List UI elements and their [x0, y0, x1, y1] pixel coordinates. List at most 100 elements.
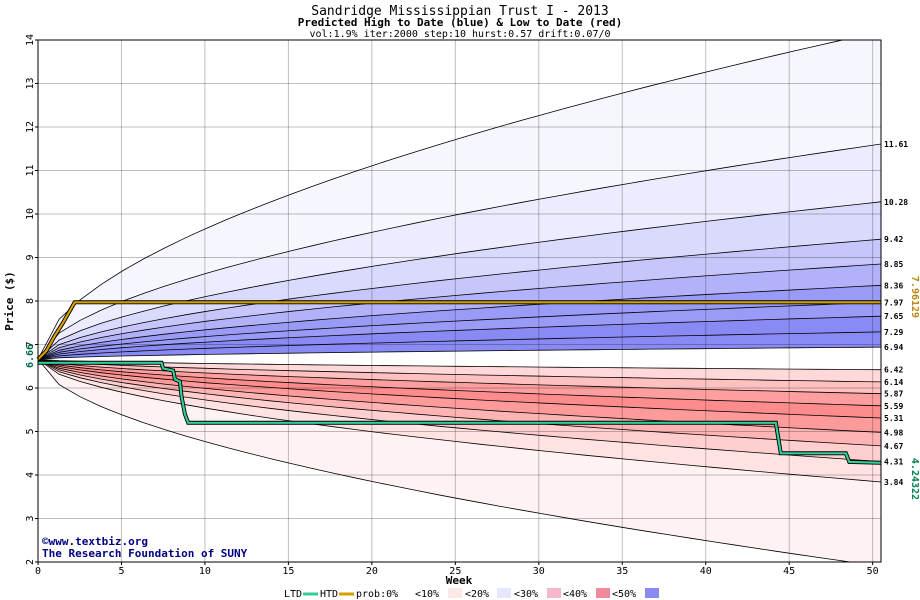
- end-labels: 6.94 7.29 7.65 7.97 8.36 8.85 9.42 10.28 11.61 6.…: [884, 140, 908, 487]
- x-tick-label: 0: [35, 566, 41, 577]
- curve-end-label: 6.42: [884, 366, 903, 375]
- ltd-end-label: 4.24322: [909, 458, 920, 500]
- lower-band-0: [38, 359, 881, 370]
- legend-label-prob: prob:0%: [356, 589, 398, 600]
- plot-area: [38, 40, 881, 562]
- curve-end-label: 11.61: [884, 140, 908, 149]
- curve-end-label: 7.65: [884, 312, 903, 321]
- curve-end-label: 3.84: [884, 478, 903, 487]
- curve-end-label: 7.29: [884, 328, 903, 337]
- chart-title: Sandridge Mississippian Trust I - 2013: [311, 4, 608, 19]
- legend-label-30: <30%: [514, 589, 538, 600]
- lower-band-7: [38, 359, 881, 462]
- data-series: [36, 300, 882, 465]
- lower-band-1: [38, 359, 881, 382]
- x-axis: 0 5 10 15 20 25 30 35 40 45 50: [35, 562, 879, 577]
- y-tick-label: 3: [25, 515, 36, 521]
- x-tick-label: 50: [867, 566, 879, 577]
- curve-end-label: 10.28: [884, 198, 908, 207]
- curve-end-label: 4.31: [884, 458, 903, 467]
- htd-series-line: [37, 301, 881, 361]
- y-tick-label: 10: [25, 208, 36, 220]
- y-tick-label: 9: [25, 254, 36, 260]
- upper-band-2: [38, 316, 881, 360]
- upper-band-5: [38, 264, 881, 360]
- upper-curve-1: [38, 331, 881, 360]
- legend-swatch-30: [547, 588, 561, 598]
- chart-params: vol:1.9% iter:2000 step:10 hurst:0.57 dr…: [309, 29, 610, 40]
- upper-band-3: [38, 302, 881, 360]
- y-axis-label: Price ($): [3, 271, 16, 331]
- upper-band-0: [38, 347, 881, 360]
- legend-label-50: <50%: [612, 589, 636, 600]
- legend-label-10: <10%: [415, 589, 439, 600]
- legend-label-20: <20%: [465, 589, 489, 600]
- x-tick-label: 30: [533, 566, 545, 577]
- upper-curve-6: [38, 238, 881, 360]
- legend-label-40: <40%: [563, 589, 587, 600]
- curve-end-label: 4.67: [884, 442, 903, 451]
- lower-band-2: [38, 359, 881, 394]
- x-axis-label: Week: [446, 574, 473, 587]
- legend-swatch-20: [497, 588, 511, 598]
- x-tick-label: 40: [700, 566, 712, 577]
- y-tick-label: 12: [25, 121, 36, 133]
- lower-curve-9: [38, 359, 853, 562]
- curve-end-label: 5.31: [884, 414, 903, 423]
- curve-end-label: 5.87: [884, 390, 903, 399]
- y-tick-label: 7: [25, 341, 36, 347]
- upper-band-6: [38, 239, 881, 360]
- y-tick-label: 11: [25, 164, 36, 176]
- upper-curve-5: [38, 263, 881, 360]
- curve-end-label: 9.42: [884, 235, 903, 244]
- lower-band-5: [38, 359, 881, 433]
- lower-curve-8: [38, 358, 881, 483]
- legend: LTD HTD prob:0% <10% <20% <30% <40% <50%: [284, 588, 659, 600]
- x-tick-label: 5: [118, 566, 124, 577]
- upper-curve-3: [38, 301, 881, 360]
- lower-curve-7: [38, 358, 881, 462]
- upper-curve-9: [38, 40, 845, 360]
- curve-end-label: 4.98: [884, 428, 903, 437]
- curve-end-label: 5.59: [884, 402, 903, 411]
- upper-band-1: [38, 331, 881, 360]
- curve-end-label: 8.36: [884, 281, 903, 290]
- lower-curve-6: [38, 358, 881, 447]
- upper-curve-8: [38, 143, 881, 360]
- y-tick-label: 13: [25, 77, 36, 89]
- credit-line-2: The Research Foundation of SUNY: [42, 547, 248, 560]
- legend-label-htd: HTD: [320, 589, 338, 600]
- x-tick-label: 10: [199, 566, 211, 577]
- lower-band-9: [38, 359, 881, 562]
- x-tick-label: 20: [366, 566, 378, 577]
- lower-curve-0: [38, 358, 881, 371]
- y-tick-label: 5: [25, 428, 36, 434]
- x-tick-label: 25: [449, 566, 461, 577]
- y-tick-label: 8: [25, 298, 36, 304]
- y-tick-label: 4: [25, 472, 36, 478]
- lower-curve-1: [38, 358, 881, 383]
- upper-curve-0: [38, 346, 881, 360]
- lower-band-4: [38, 359, 881, 418]
- curve-end-label: 7.97: [884, 298, 903, 307]
- upper-band-9: [38, 40, 881, 360]
- x-tick-label: 15: [282, 566, 294, 577]
- y-tick-label: 6: [25, 385, 36, 391]
- upper-band-8: [38, 144, 881, 360]
- upper-curve-4: [38, 284, 881, 360]
- htd-end-label: 7.96129: [909, 276, 920, 318]
- curve-end-label: 8.85: [884, 260, 903, 269]
- lower-curve-3: [38, 358, 881, 407]
- y-axis: 2 3 4 5 6 7 8 9 10 11 12 13 14: [25, 34, 38, 565]
- start-price-label: 6.66: [25, 344, 36, 368]
- ltd-series-line: [38, 361, 882, 464]
- y-tick-label: 2: [25, 559, 36, 565]
- upper-band-7: [38, 201, 881, 360]
- legend-swatch-40: [596, 588, 610, 598]
- legend-swatch-10: [448, 588, 462, 598]
- chart-subtitle: Predicted High to Date (blue) & Low to D…: [298, 16, 623, 29]
- legend-swatch-50: [645, 588, 659, 598]
- x-tick-label: 45: [783, 566, 795, 577]
- credit-line-1: ©www.textbiz.org: [42, 535, 148, 548]
